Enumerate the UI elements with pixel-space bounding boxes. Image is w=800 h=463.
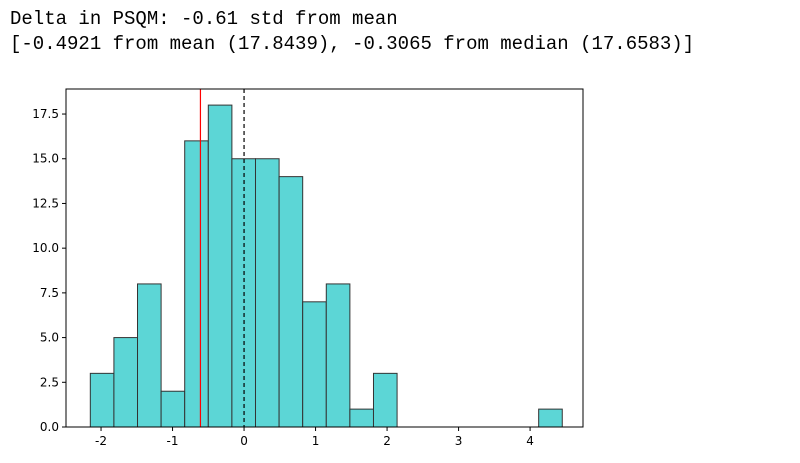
x-tick-label: 3: [455, 434, 463, 448]
x-tick-label: 0: [240, 434, 248, 448]
bar: [113, 337, 139, 428]
x-tick-label: -1: [167, 434, 179, 448]
y-tick-label: 0.0: [40, 420, 59, 434]
bar: [160, 390, 186, 428]
bar: [254, 158, 280, 428]
bar: [137, 283, 162, 428]
plot-frame: [65, 88, 584, 428]
bar: [302, 301, 327, 428]
x-tick-label: 1: [312, 434, 320, 448]
x-tick-label: 2: [383, 434, 391, 448]
bar: [349, 408, 374, 428]
bar: [372, 372, 398, 428]
y-tick-label: 5.0: [40, 331, 59, 345]
bar: [89, 372, 115, 428]
x-tick-label: -2: [95, 434, 107, 448]
bar: [207, 104, 233, 428]
y-tick-label: 17.5: [32, 107, 59, 121]
bar: [278, 176, 304, 428]
bar: [184, 140, 209, 428]
y-tick-label: 2.5: [40, 375, 59, 389]
x-tick-label: 4: [526, 434, 534, 448]
bar: [325, 283, 351, 428]
y-tick-label: 15.0: [32, 152, 59, 166]
y-tick-label: 10.0: [32, 241, 59, 255]
bar: [538, 408, 563, 428]
y-tick-label: 7.5: [40, 286, 59, 300]
y-tick-label: 12.5: [32, 196, 59, 210]
output-line: [-0.4921 from mean (17.8439), -0.3065 fr…: [10, 33, 695, 55]
output-line: Delta in PSQM: -0.61 std from mean: [10, 8, 398, 30]
